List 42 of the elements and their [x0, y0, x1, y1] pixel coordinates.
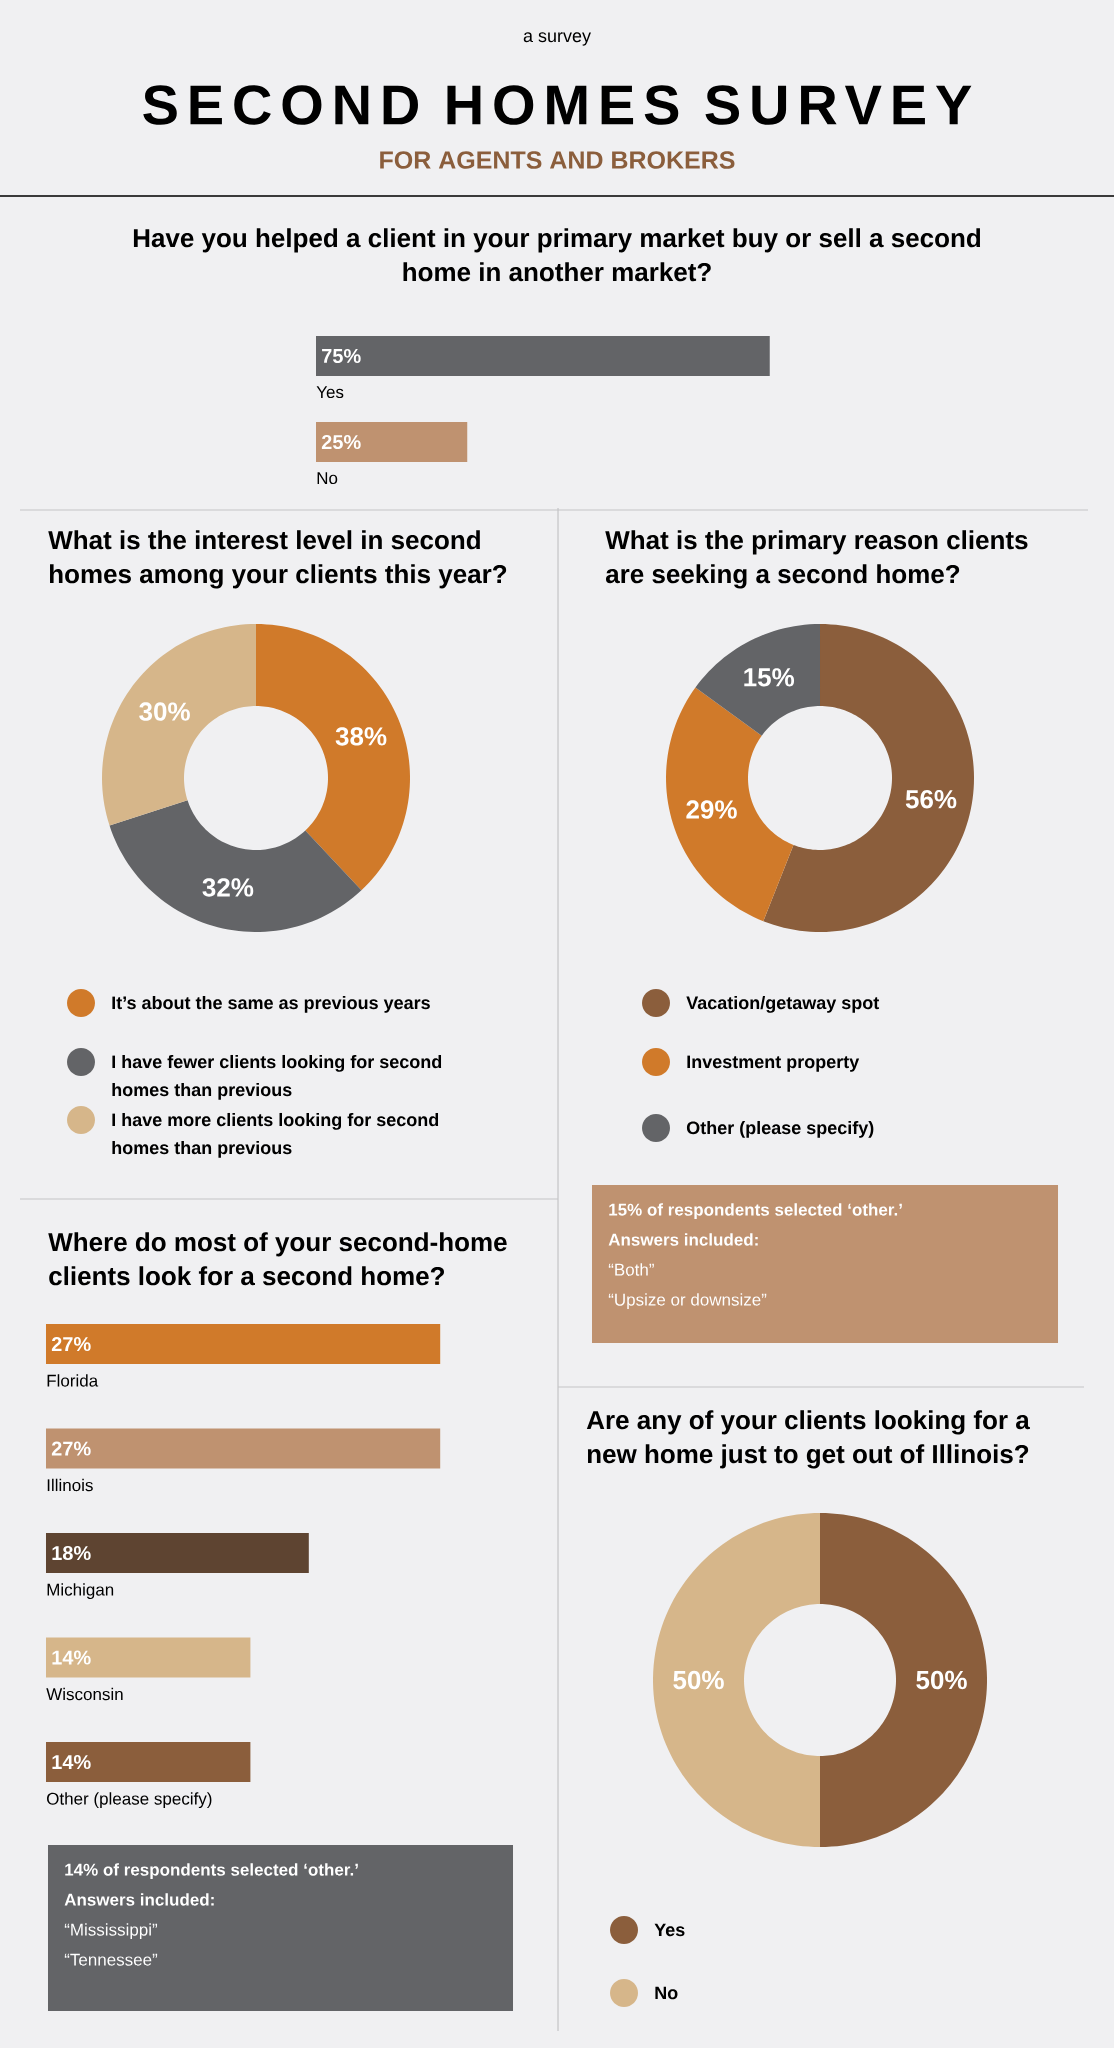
data-label: 56%: [905, 789, 957, 809]
chart-title: Where do most of your second-home clients look for a second home?: [48, 1232, 507, 1286]
data-label: 27%: [51, 1336, 91, 1352]
text: “Mississippi”: [64, 1923, 158, 1940]
text: SECOND HOMES SURVEY: [143, 85, 972, 125]
chart-title: What is the primary reason clients are seeking a second home?: [605, 530, 1028, 589]
text: “Upsize or downsize”: [608, 1293, 767, 1310]
data-label: 50%: [916, 1670, 967, 1690]
data-label: 75%: [322, 348, 361, 364]
data-label: 27%: [51, 1441, 91, 1456]
data-label: 18%: [52, 1545, 91, 1561]
data-label: 50%: [673, 1670, 724, 1690]
y-tick-label: Wisconsin: [46, 1687, 123, 1701]
y-tick-label: Illinois: [47, 1478, 93, 1492]
legend-label: I have fewer clients looking for second homes than previous: [112, 1054, 442, 1100]
data-label: 30%: [139, 702, 190, 721]
data-label: 29%: [686, 800, 737, 819]
data-label: 38%: [335, 727, 387, 746]
legend-label: I have more clients looking for second homes than previous: [112, 1112, 439, 1158]
legend-label: Vacation/getaway spot: [686, 995, 880, 1013]
text: “Both”: [608, 1263, 654, 1276]
chart-title: What is the interest level in second homes among your clients this year?: [48, 530, 507, 589]
data-label: 15%: [744, 668, 795, 687]
data-label: 25%: [321, 434, 361, 450]
text: FOR AGENTS AND BROKERS: [380, 151, 735, 169]
legend-label: No: [655, 1986, 678, 2000]
y-tick-label: Other (please specify): [47, 1792, 212, 1809]
data-label: 14%: [52, 1755, 91, 1770]
legend-label: Investment property: [687, 1055, 860, 1072]
text: 14% of respondents selected ‘other.’ Answers included:: [64, 1863, 358, 1906]
legend-label: It’s about the same as previous years: [112, 995, 430, 1013]
y-tick-label: Florida: [47, 1374, 99, 1387]
chart-title: Have you helped a client in your primary market buy or sell a second home in another market?: [133, 228, 981, 282]
text: 15% of respondents selected ‘other.’ Answers included:: [608, 1203, 902, 1246]
text: “Tennessee”: [64, 1953, 158, 1966]
data-label: 32%: [202, 878, 254, 897]
y-tick-label: Michigan: [47, 1583, 114, 1600]
legend-label: Yes: [654, 1923, 685, 1937]
text: a survey: [523, 32, 591, 46]
data-label: 14%: [52, 1650, 91, 1665]
chart-title: Are any of your clients looking for a new home just to get out of Illinois?: [586, 1410, 1030, 1469]
legend-label: Other (please specify): [686, 1120, 874, 1138]
